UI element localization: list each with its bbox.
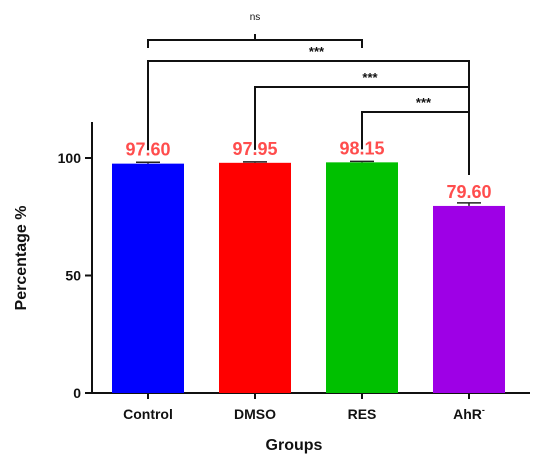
bar: [326, 162, 398, 393]
y-tick-label: 100: [58, 150, 82, 166]
x-tick-superscript: -: [482, 405, 485, 415]
significance-bracket: [361, 111, 470, 175]
data-label: 79.60: [446, 182, 491, 202]
significance-label: ns: [250, 12, 261, 23]
y-axis-title: Percentage %: [13, 206, 30, 311]
y-tick-label: 0: [73, 385, 81, 401]
y-tick-label: 50: [65, 268, 81, 284]
significance-label: ***: [362, 70, 378, 85]
significance-bracket: [147, 39, 363, 48]
significance-label: ***: [309, 44, 325, 59]
bar: [433, 205, 505, 393]
x-axis-title: Groups: [266, 437, 323, 454]
x-tick-label: Control: [123, 406, 173, 422]
significance-bracket: [147, 60, 470, 175]
significance-label: ***: [416, 95, 432, 110]
x-tick-label: AhR-: [453, 405, 485, 422]
bar: [219, 162, 291, 393]
bar: [112, 163, 184, 393]
x-tick-label: RES: [348, 406, 377, 422]
x-tick-label: DMSO: [234, 406, 276, 422]
